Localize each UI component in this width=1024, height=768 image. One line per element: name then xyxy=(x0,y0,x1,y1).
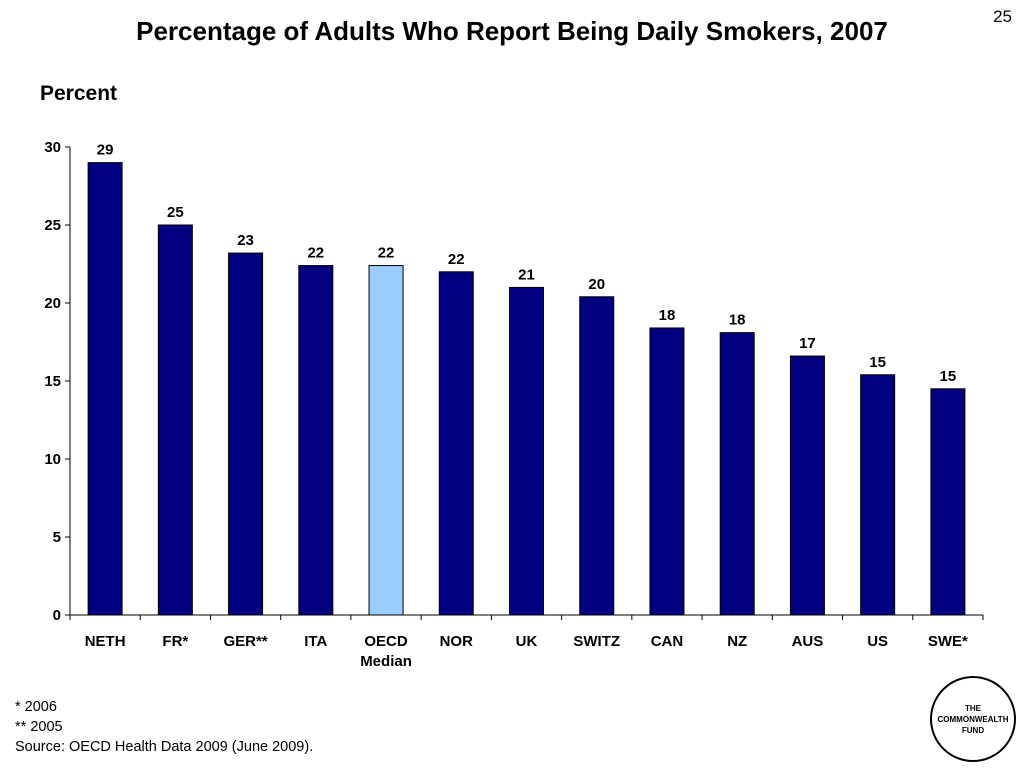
chart-title: Percentage of Adults Who Report Being Da… xyxy=(136,16,888,46)
bar xyxy=(930,388,966,616)
category-label: FR* xyxy=(162,633,188,650)
bar xyxy=(789,355,825,616)
bar xyxy=(228,252,264,616)
data-label: 15 xyxy=(940,368,957,385)
commonwealth-fund-logo: THE COMMONWEALTH FUND xyxy=(930,676,1016,762)
bar-chart: 0 5 10 15 20 25 30 29 NETH 25 FR* 23 GER** 22 ITA 22 OEC… xyxy=(44,139,984,670)
bar xyxy=(438,271,474,616)
y-tick-label: 20 xyxy=(44,295,61,312)
category-label: ITA xyxy=(304,633,327,650)
bar xyxy=(298,265,334,616)
y-tick-label: 10 xyxy=(44,451,61,468)
data-label: 21 xyxy=(518,266,535,283)
bar xyxy=(649,327,685,616)
data-label: 15 xyxy=(869,354,886,371)
data-label: 23 xyxy=(237,232,254,249)
y-tick-label: 25 xyxy=(44,217,61,234)
bar xyxy=(579,296,615,616)
data-label: 22 xyxy=(307,245,324,262)
category-label: SWE* xyxy=(928,633,968,650)
slide-number: 25 xyxy=(993,7,1012,26)
data-label: 22 xyxy=(378,245,395,262)
source-note: Source: OECD Health Data 2009 (June 2009… xyxy=(15,739,314,755)
footnotes: * 2006 ** 2005 Source: OECD Health Data … xyxy=(15,697,313,757)
category-label: NETH xyxy=(85,633,126,650)
data-label: 20 xyxy=(588,276,605,293)
category-label: OECD Median xyxy=(360,633,412,670)
data-label: 18 xyxy=(729,312,746,329)
category-label: AUS xyxy=(792,633,824,650)
category-label: GER** xyxy=(223,633,267,650)
bar xyxy=(509,286,544,616)
bar xyxy=(368,265,404,616)
bar xyxy=(719,332,755,616)
data-label: 18 xyxy=(659,307,676,324)
logo-text: THE COMMONWEALTH FUND xyxy=(937,703,1009,735)
footnote-2006: * 2006 xyxy=(15,699,57,715)
data-label: 17 xyxy=(799,335,816,352)
category-label: UK xyxy=(516,633,538,650)
category-label: NZ xyxy=(727,633,747,650)
data-label: 29 xyxy=(97,142,114,159)
data-label: 25 xyxy=(167,204,184,221)
y-tick-label: 5 xyxy=(53,529,61,546)
bar xyxy=(87,162,123,616)
category-label: CAN xyxy=(651,633,684,650)
category-label: US xyxy=(867,633,888,650)
footnote-2005: ** 2005 xyxy=(15,719,63,735)
data-label: 22 xyxy=(448,251,465,268)
y-tick-label: 15 xyxy=(44,373,61,390)
y-tick-label: 30 xyxy=(44,139,61,156)
bar xyxy=(860,374,896,616)
y-axis-label: Percent xyxy=(40,82,118,105)
category-label: SWITZ xyxy=(573,633,620,650)
bar xyxy=(157,224,193,616)
y-tick-label: 0 xyxy=(53,607,61,624)
category-label: NOR xyxy=(440,633,474,650)
